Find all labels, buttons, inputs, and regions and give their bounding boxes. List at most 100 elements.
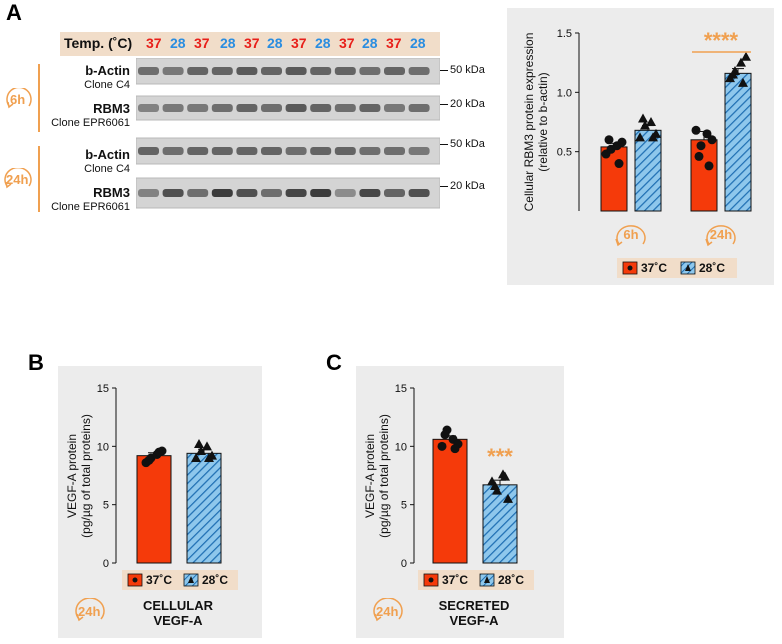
clone-name: Clone C4 <box>84 79 130 91</box>
clone-name: Clone EPR6061 <box>51 117 130 129</box>
lane-label: 28 <box>170 35 186 51</box>
y-tick-label: 0 <box>401 558 407 570</box>
blot-band <box>211 189 233 197</box>
bar-28 <box>724 72 752 212</box>
blot-band <box>384 147 405 155</box>
blot-band <box>408 147 430 155</box>
time-badge-ring <box>75 597 105 622</box>
data-point <box>154 447 164 457</box>
y-axis-label-line: VEGF-A protein <box>65 434 79 518</box>
data-point <box>635 132 645 142</box>
kda-label: 20 kDa <box>450 180 485 192</box>
y-axis-label-line: (pg/µg of total proteins) <box>79 414 93 538</box>
data-point <box>617 137 627 147</box>
data-point <box>640 120 650 130</box>
lane-label: 28 <box>267 35 283 51</box>
y-tick-label: 1.0 <box>557 87 572 99</box>
data-point <box>437 441 447 451</box>
blot-band <box>162 189 184 197</box>
blot-band <box>211 147 233 155</box>
western-blot-image <box>136 58 440 209</box>
bar-28 <box>482 484 518 564</box>
band-label-rbm3-6h: RBM3 Clone EPR6061 <box>40 102 130 130</box>
significance-stars: **** <box>704 28 739 53</box>
data-point <box>741 51 751 61</box>
data-point <box>736 57 746 67</box>
blot-band <box>384 189 405 197</box>
blot-band <box>384 104 405 112</box>
data-point <box>694 151 704 161</box>
time-badge-label: 24h <box>78 604 101 619</box>
blot-band <box>408 67 430 75</box>
blot-band <box>285 147 307 155</box>
caption-line2: VEGF-A <box>449 613 499 628</box>
kda-tick <box>440 144 448 145</box>
panel-letter-a: A <box>6 0 22 25</box>
data-point <box>704 161 714 171</box>
blot-band <box>138 189 159 197</box>
time-badge-24h-b: 24h <box>72 597 108 631</box>
blot-band <box>236 189 258 197</box>
lane-label: 37 <box>194 35 210 51</box>
y-tick-label: 1.5 <box>557 28 572 40</box>
protein-name: b-Actin <box>85 147 130 162</box>
time-badge-label: 24h <box>6 172 29 187</box>
data-point <box>646 117 656 126</box>
blot-band <box>236 104 258 112</box>
blot-band <box>261 147 282 155</box>
y-tick-label: 15 <box>97 383 109 395</box>
kda-tick <box>440 186 448 187</box>
data-point <box>691 125 701 135</box>
blot-band <box>408 189 430 197</box>
blot-band <box>162 104 184 112</box>
legend-label-37: 37˚C <box>442 573 468 587</box>
chart-a: 0.5 1.0 1.5 Cellular RBM3 protein expressio… <box>522 28 752 278</box>
time-badge-6h: 6h <box>3 86 35 117</box>
kda-label: 50 kDa <box>450 138 485 150</box>
y-tick-label: 5 <box>103 500 109 512</box>
bar-28 <box>634 129 662 212</box>
legend-label-28: 28˚C <box>498 573 524 587</box>
kda-tick <box>440 70 448 71</box>
blot-band <box>334 147 356 155</box>
data-point <box>638 113 648 123</box>
legend-label-37: 37˚C <box>146 573 172 587</box>
blot-band <box>285 189 307 197</box>
legend-label-37: 37˚C <box>641 261 667 275</box>
time-badge-ring <box>616 225 646 245</box>
blot-band <box>384 67 405 75</box>
data-point <box>728 69 738 79</box>
legend-marker-37 <box>428 577 434 583</box>
legend-marker-28 <box>685 264 691 271</box>
legend-background <box>418 570 534 590</box>
blot-band <box>310 104 332 112</box>
lane-label: 37 <box>339 35 355 51</box>
blot-band <box>236 147 258 155</box>
y-axis-label: Cellular RBM3 protein expression(relativ… <box>522 33 550 212</box>
bar-37 <box>690 139 718 212</box>
legend-marker-28 <box>188 576 194 583</box>
kda-tick <box>440 104 448 105</box>
data-point <box>194 439 204 448</box>
blot-band <box>359 147 381 155</box>
band-label-actin-6h: b-Actin Clone C4 <box>40 64 130 92</box>
group-label: 24h <box>710 227 732 242</box>
y-axis-label: VEGF-A protein(pg/µg of total proteins) <box>363 414 391 538</box>
legend-label-28: 28˚C <box>202 573 228 587</box>
blot-band <box>162 67 184 75</box>
time-badge-label: 6h <box>10 92 26 107</box>
blot-band <box>359 67 381 75</box>
lane-label: 28 <box>220 35 236 51</box>
clone-name: Clone C4 <box>84 163 130 175</box>
blot-band <box>261 104 282 112</box>
clone-name: Clone EPR6061 <box>51 201 130 213</box>
lane-label: 37 <box>146 35 162 51</box>
lane-label: 28 <box>315 35 331 51</box>
time-badge-arrow <box>615 238 623 247</box>
legend-background <box>617 258 737 278</box>
blot-band <box>310 147 332 155</box>
y-tick-label: 0 <box>103 558 109 570</box>
y-tick-label: 10 <box>97 441 109 453</box>
y-tick-label: 0.5 <box>557 147 572 159</box>
time-badge-ring <box>373 597 403 622</box>
